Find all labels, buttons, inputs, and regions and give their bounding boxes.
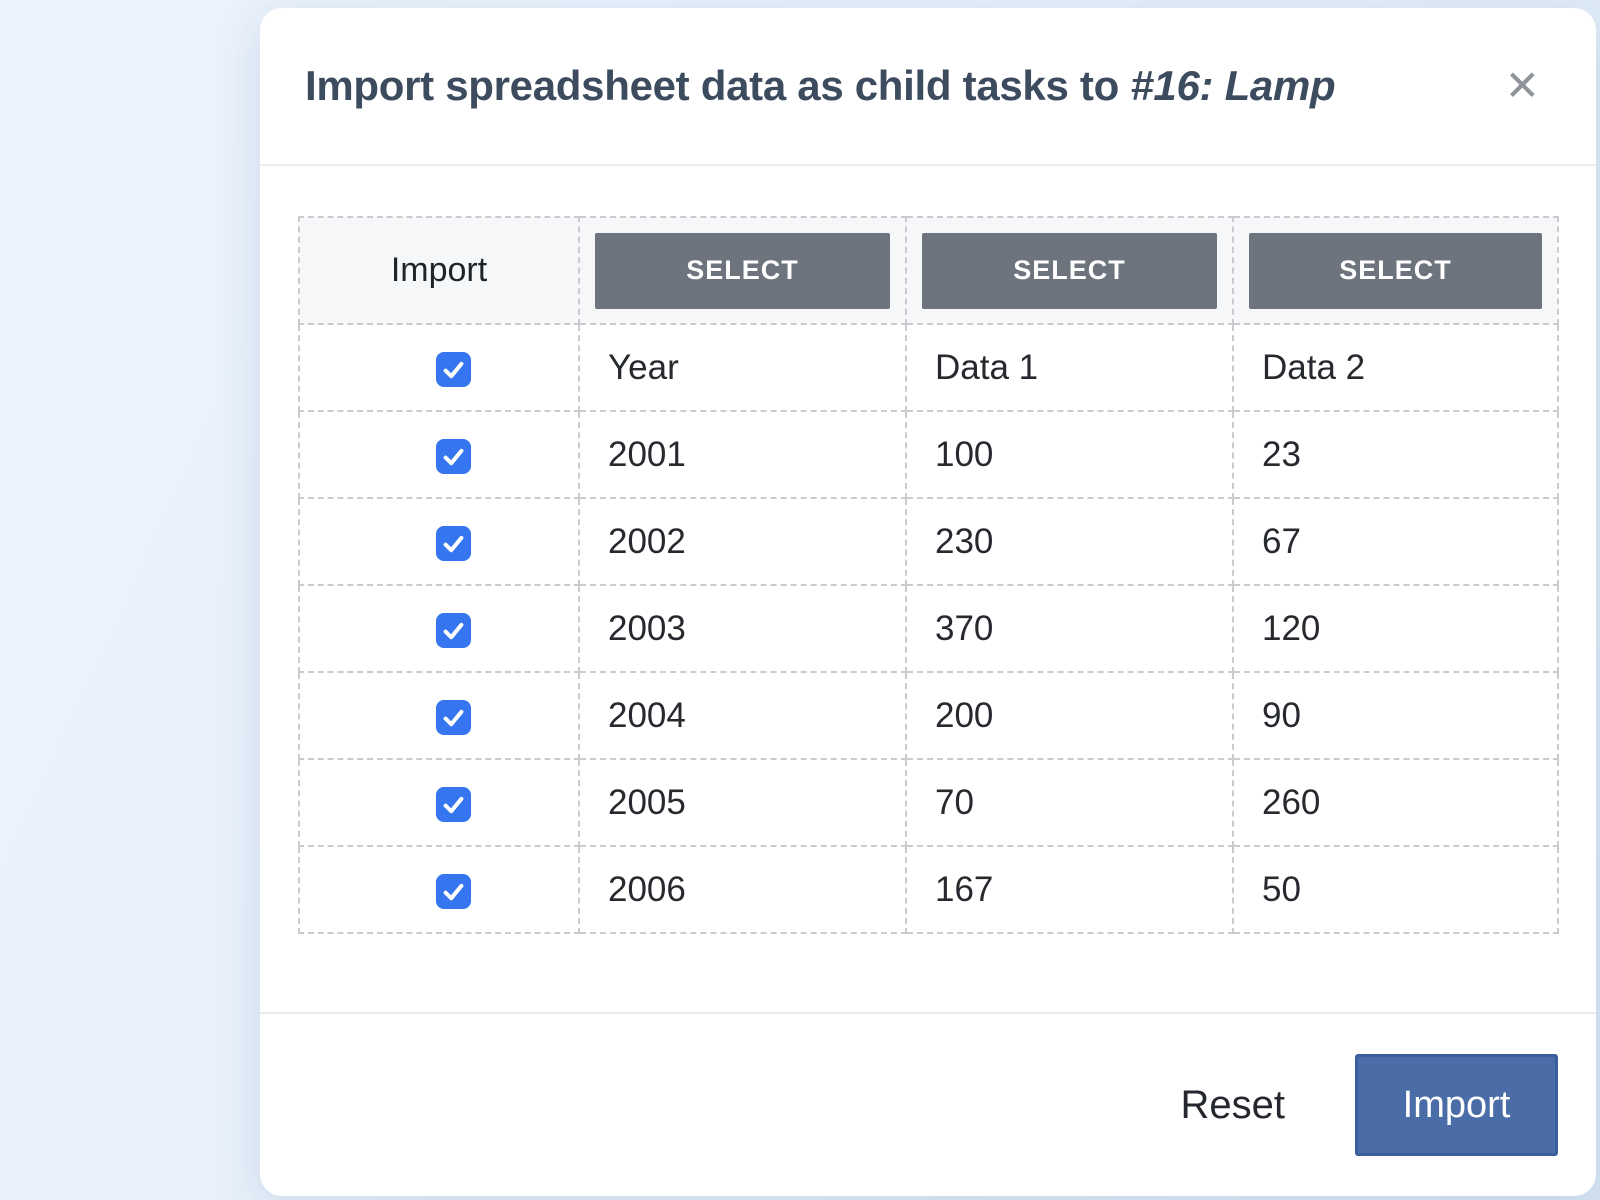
import-cell <box>298 845 580 934</box>
row-import-checkbox[interactable] <box>435 351 471 387</box>
cell-year: 2003 <box>578 584 907 673</box>
reset-button[interactable]: Reset <box>1180 1082 1286 1127</box>
dialog-title: Import spreadsheet data as child tasks t… <box>305 62 1501 110</box>
cell-year: 2005 <box>578 758 907 847</box>
checkmark-icon <box>443 883 463 901</box>
table-row: Year Data 1 Data 2 <box>298 323 1559 412</box>
import-cell <box>298 497 580 586</box>
row-import-checkbox[interactable] <box>435 438 471 474</box>
dialog-title-prefix: Import spreadsheet data as child tasks t… <box>305 62 1119 109</box>
cell-data1: 370 <box>905 584 1234 673</box>
dialog-title-task-ref: #16: Lamp <box>1130 62 1336 109</box>
import-cell <box>298 584 580 673</box>
row-import-checkbox[interactable] <box>435 786 471 822</box>
cell-year: 2006 <box>578 845 907 934</box>
checkmark-icon <box>443 796 463 814</box>
cell-data2: 67 <box>1232 497 1559 586</box>
checkmark-icon <box>443 448 463 466</box>
cell-data1: 200 <box>905 671 1234 760</box>
import-column-header: Import <box>298 216 580 325</box>
checkmark-icon <box>443 361 463 379</box>
checkmark-icon <box>443 622 463 640</box>
checkmark-icon <box>443 535 463 553</box>
dialog-footer: Reset Import <box>260 1012 1596 1196</box>
import-spreadsheet-dialog: Import spreadsheet data as child tasks t… <box>260 8 1596 1196</box>
cell-data1: 100 <box>905 410 1234 499</box>
cell-data2: 120 <box>1232 584 1559 673</box>
cell-data1: 230 <box>905 497 1234 586</box>
cell-year: 2001 <box>578 410 907 499</box>
checkmark-icon <box>443 709 463 727</box>
column-1-select-button[interactable]: SELECT <box>595 232 890 309</box>
close-icon[interactable]: ✕ <box>1501 65 1544 107</box>
row-import-checkbox[interactable] <box>435 525 471 561</box>
import-button[interactable]: Import <box>1355 1054 1558 1156</box>
table-row: 2002 230 67 <box>298 497 1559 586</box>
row-import-checkbox[interactable] <box>435 612 471 648</box>
column-3-select-button[interactable]: SELECT <box>1249 232 1542 309</box>
column-1-header-cell: SELECT <box>578 216 907 325</box>
cell-data2: 50 <box>1232 845 1559 934</box>
table-header-row: Import SELECT SELECT SELECT <box>298 216 1559 325</box>
table-row: 2001 100 23 <box>298 410 1559 499</box>
table-row: 2006 167 50 <box>298 845 1559 934</box>
spreadsheet-mapping-table: Import SELECT SELECT SELECT <box>298 216 1559 934</box>
column-3-header-cell: SELECT <box>1232 216 1559 325</box>
cell-data1: 70 <box>905 758 1234 847</box>
cell-data1: 167 <box>905 845 1234 934</box>
import-cell <box>298 758 580 847</box>
cell-data2: 23 <box>1232 410 1559 499</box>
column-2-header-cell: SELECT <box>905 216 1234 325</box>
import-cell <box>298 410 580 499</box>
table-row: 2004 200 90 <box>298 671 1559 760</box>
table-row: 2003 370 120 <box>298 584 1559 673</box>
import-cell <box>298 671 580 760</box>
cell-year: Year <box>578 323 907 412</box>
row-import-checkbox[interactable] <box>435 873 471 909</box>
import-cell <box>298 323 580 412</box>
dialog-body: Import SELECT SELECT SELECT <box>260 166 1596 1012</box>
cell-year: 2004 <box>578 671 907 760</box>
table-row: 2005 70 260 <box>298 758 1559 847</box>
cell-data2: 90 <box>1232 671 1559 760</box>
cell-data2: Data 2 <box>1232 323 1559 412</box>
cell-data2: 260 <box>1232 758 1559 847</box>
cell-year: 2002 <box>578 497 907 586</box>
cell-data1: Data 1 <box>905 323 1234 412</box>
row-import-checkbox[interactable] <box>435 699 471 735</box>
column-2-select-button[interactable]: SELECT <box>922 232 1217 309</box>
dialog-header: Import spreadsheet data as child tasks t… <box>260 8 1596 166</box>
